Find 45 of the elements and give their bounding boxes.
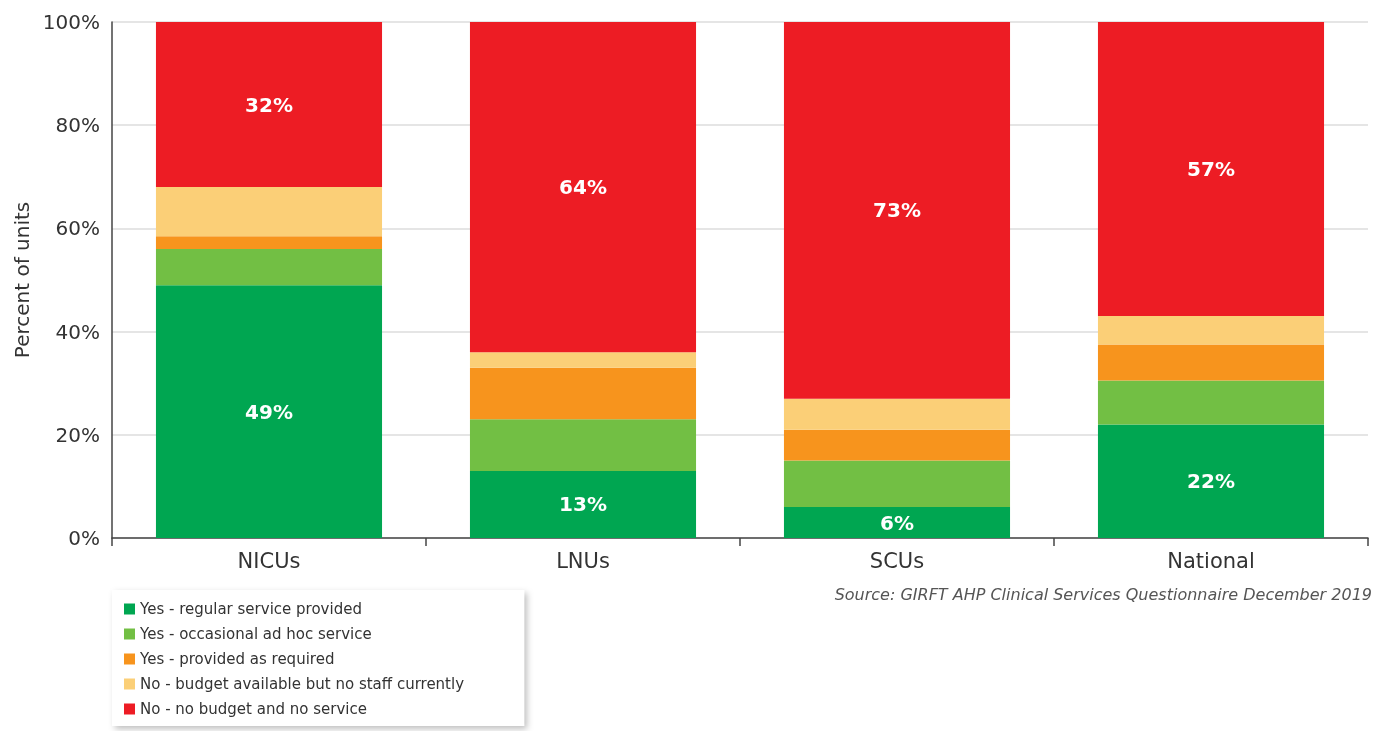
- y-axis-title: Percent of units: [9, 201, 34, 359]
- source-note: Source: GIRFT AHP Clinical Services Questionnaire December 2019: [834, 584, 1372, 604]
- data-label: 13%: [559, 492, 607, 517]
- legend-label: Yes - regular service provided: [139, 600, 362, 618]
- y-tick-label: 0%: [68, 526, 100, 550]
- data-label: 57%: [1187, 157, 1235, 182]
- x-tick-label: LNUs: [556, 548, 610, 573]
- legend-label: Yes - occasional ad hoc service: [139, 625, 372, 643]
- bar: [469, 470, 697, 538]
- data-label: 64%: [559, 175, 607, 200]
- bar: [1097, 344, 1325, 381]
- y-tick-label: 100%: [42, 10, 100, 34]
- bar: [469, 419, 697, 471]
- y-tick-label: 60%: [55, 216, 100, 241]
- bar: [155, 236, 383, 250]
- bar: [1097, 380, 1325, 425]
- legend-label: Yes - provided as required: [139, 650, 335, 668]
- data-label: 49%: [245, 399, 293, 424]
- bar: [783, 460, 1011, 508]
- data-label: 22%: [1187, 469, 1235, 494]
- bar: [155, 249, 383, 286]
- data-label: 6%: [880, 510, 914, 535]
- x-tick-label: National: [1167, 548, 1255, 573]
- bar: [155, 22, 383, 188]
- bar: [469, 22, 697, 353]
- bar: [155, 285, 383, 538]
- x-tick-label: NICUs: [237, 548, 301, 573]
- y-tick-label: 20%: [55, 422, 100, 447]
- bar: [1097, 424, 1325, 538]
- legend-label: No - budget available but no staff currently: [140, 675, 465, 693]
- data-label: 32%: [245, 92, 293, 117]
- y-tick-label: 40%: [55, 319, 100, 344]
- bar: [783, 22, 1011, 399]
- data-label: 73%: [873, 198, 921, 223]
- y-tick-label: 80%: [55, 113, 100, 138]
- bar: [155, 187, 383, 237]
- bar: [783, 507, 1011, 538]
- bar: [469, 352, 697, 368]
- bar: [469, 367, 697, 420]
- bar: [783, 429, 1011, 461]
- legend-label: No - no budget and no service: [140, 700, 367, 718]
- bar: [783, 398, 1011, 430]
- bar: [1097, 22, 1325, 317]
- x-tick-label: SCUs: [869, 548, 925, 573]
- bar: [1097, 316, 1325, 345]
